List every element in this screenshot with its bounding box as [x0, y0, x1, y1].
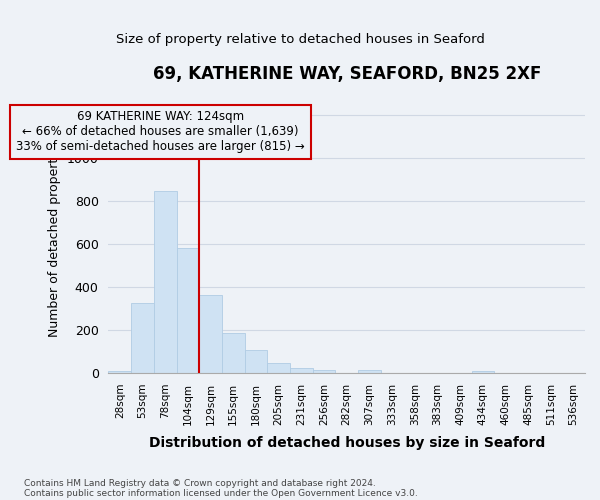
Bar	[313, 370, 335, 373]
Text: Contains public sector information licensed under the Open Government Licence v3: Contains public sector information licen…	[24, 488, 418, 498]
Title: 69, KATHERINE WAY, SEAFORD, BN25 2XF: 69, KATHERINE WAY, SEAFORD, BN25 2XF	[152, 65, 541, 83]
Text: 69 KATHERINE WAY: 124sqm
← 66% of detached houses are smaller (1,639)
33% of sem: 69 KATHERINE WAY: 124sqm ← 66% of detach…	[16, 110, 305, 154]
Bar	[245, 350, 267, 373]
X-axis label: Distribution of detached houses by size in Seaford: Distribution of detached houses by size …	[149, 436, 545, 450]
Bar	[176, 248, 199, 373]
Bar	[131, 303, 154, 373]
Bar	[154, 190, 176, 373]
Bar	[222, 333, 245, 373]
Bar	[267, 363, 290, 373]
Y-axis label: Number of detached properties: Number of detached properties	[48, 140, 61, 337]
Bar	[199, 295, 222, 373]
Bar	[109, 371, 131, 373]
Text: Contains HM Land Registry data © Crown copyright and database right 2024.: Contains HM Land Registry data © Crown c…	[24, 478, 376, 488]
Bar	[472, 371, 494, 373]
Text: Size of property relative to detached houses in Seaford: Size of property relative to detached ho…	[116, 32, 484, 46]
Bar	[358, 370, 381, 373]
Bar	[290, 368, 313, 373]
